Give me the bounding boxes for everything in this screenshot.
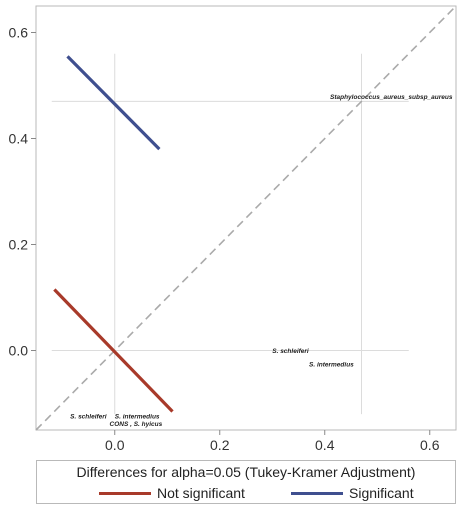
annotation-label-0: Staphylococcus_aureus_subsp_aureus [330, 94, 453, 101]
legend-label-significant: Significant [349, 485, 414, 501]
legend: Differences for alpha=0.05 (Tukey-Kramer… [36, 460, 456, 504]
plot-frame [35, 5, 457, 431]
annotation-label-5: CONS , S. hyicus [110, 421, 163, 428]
series-segment-significant-0 [66, 55, 161, 151]
annotation-label-4: S. intermedius [115, 413, 160, 420]
series-layer [53, 55, 174, 413]
legend-item-significant: Significant [291, 484, 414, 502]
diagonal-dashed-line [35, 5, 457, 431]
y-tick-label-1: 0.2 [9, 237, 29, 253]
annotation-label-2: S. intermedius [309, 361, 354, 368]
series-segment-not-significant-0 [53, 288, 174, 413]
diagonal-line [35, 5, 457, 431]
y-tick-label-2: 0.4 [9, 131, 29, 147]
annotation-layer: Staphylococcus_aureus_subsp_aureus S. sch… [70, 94, 453, 428]
x-tick-label-0: 0.0 [105, 437, 125, 453]
annotation-label-1: S. schleiferi [272, 348, 309, 355]
legend-swatch-not-significant [99, 491, 151, 495]
x-tick-label-3: 0.6 [420, 437, 440, 453]
legend-item-not-significant: Not significant [99, 484, 245, 502]
x-tick-label-2: 0.4 [315, 437, 335, 453]
y-tick-label-0: 0.0 [9, 343, 29, 359]
legend-label-not-significant: Not significant [157, 485, 245, 501]
legend-swatch-significant [291, 491, 343, 495]
x-tick-label-1: 0.2 [210, 437, 230, 453]
annotation-label-3: S. schleiferi [70, 413, 107, 420]
lsmeans-diffogram-chart: Staphylococcus_aureus_subsp_aureus S. sch… [9, 5, 457, 454]
axis-layer: 0.0 0.2 0.4 0.6 0.0 0.2 0.4 0.6 [9, 25, 440, 454]
y-tick-label-3: 0.6 [9, 25, 29, 41]
legend-title: Differences for alpha=0.05 (Tukey-Kramer… [76, 464, 416, 480]
